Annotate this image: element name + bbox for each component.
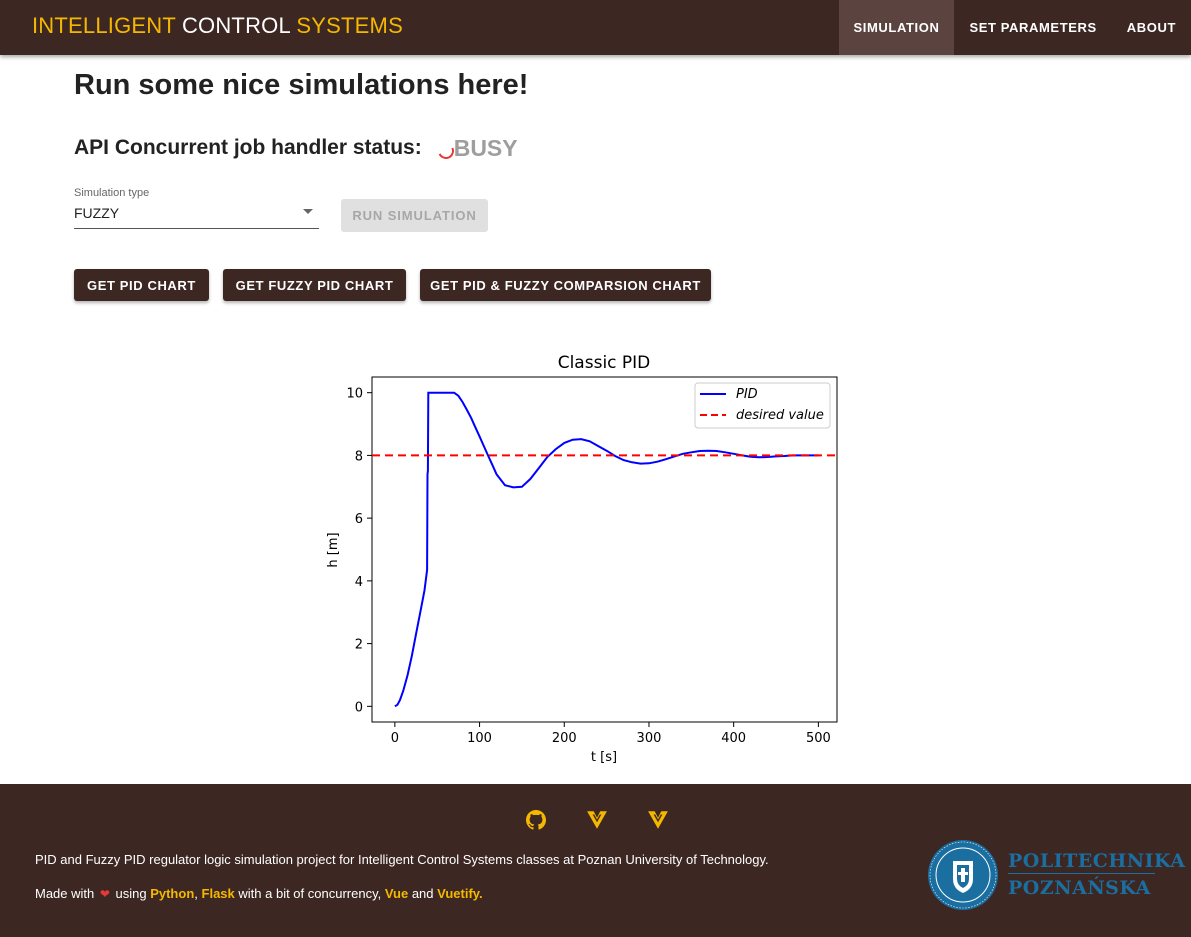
- get-pid-chart-button[interactable]: GET PID CHART: [74, 269, 209, 301]
- university-seal-icon: [928, 840, 998, 910]
- vuetify-icon[interactable]: [647, 810, 669, 830]
- api-status-row: API Concurrent job handler status: BUSY: [74, 133, 518, 163]
- nav-item-about[interactable]: ABOUT: [1126, 20, 1176, 35]
- comma-text: ,: [194, 886, 198, 901]
- x-tick-label: 100: [467, 731, 492, 746]
- get-comparison-chart-button[interactable]: GET PID & FUZZY COMPARSION CHART: [420, 269, 711, 301]
- dropdown-arrow-icon: [303, 209, 313, 214]
- brand-word-intelligent: INTELLIGENT: [32, 13, 176, 38]
- plot-area: [371, 376, 838, 723]
- footer-description: PID and Fuzzy PID regulator logic simula…: [35, 852, 769, 867]
- logo-divider: [1008, 873, 1155, 874]
- vue-link[interactable]: Vue: [384, 886, 409, 901]
- api-status-value: BUSY: [453, 134, 518, 161]
- main-content: Run some nice simulations here! API Conc…: [0, 55, 1191, 784]
- nav-item-simulation[interactable]: SIMULATION: [838, 0, 955, 55]
- y-axis-label: h [m]: [326, 532, 341, 567]
- run-simulation-button[interactable]: RUN SIMULATION: [341, 199, 488, 232]
- legend-desired-label: desired value: [736, 408, 824, 423]
- y-tick-label: 6: [355, 512, 363, 527]
- x-tick-label: 500: [806, 731, 831, 746]
- and-text: and: [411, 886, 434, 901]
- y-tick-label: 0: [355, 700, 363, 715]
- y-tick-label: 8: [355, 449, 363, 464]
- pid-chart: Classic PID 0 100 200 300 400 500 0 2 4 6 8 10 t [s…: [310, 343, 870, 773]
- x-axis-label: t [s]: [591, 750, 617, 765]
- api-status-label: API Concurrent job handler status:: [74, 136, 422, 159]
- legend-pid-label: PID: [736, 387, 758, 402]
- heart-icon: ❤: [99, 887, 110, 901]
- made-with-text: Made with: [35, 886, 95, 901]
- series-lines: [372, 391, 837, 708]
- nav-item-set-parameters[interactable]: SET PARAMETERS: [969, 20, 1097, 35]
- get-fuzzy-pid-chart-button[interactable]: GET FUZZY PID CHART: [223, 269, 406, 301]
- brand-word-systems: SYSTEMS: [296, 13, 403, 38]
- y-tick-label: 2: [355, 638, 363, 653]
- footer-made-with: Made with ❤ using Python, Flask with a b…: [35, 886, 483, 901]
- app-title[interactable]: INTELLIGENT CONTROL SYSTEMS: [32, 13, 403, 39]
- page-title: Run some nice simulations here!: [74, 69, 529, 101]
- footer: PID and Fuzzy PID regulator logic simula…: [0, 784, 1191, 937]
- simulation-type-label: Simulation type: [74, 187, 150, 199]
- github-icon[interactable]: [525, 810, 547, 830]
- axis-ticks: 0 100 200 300 400 500 0 2 4 6 8 10: [346, 387, 830, 746]
- chart-svg: Classic PID 0 100 200 300 400 500 0 2 4 6 8 10 t [s…: [326, 353, 838, 765]
- python-link[interactable]: Python: [150, 886, 195, 901]
- logo-text-line2: POZNAŃSKA: [1008, 877, 1151, 899]
- vuetify-icon[interactable]: [586, 810, 608, 830]
- x-tick-label: 300: [637, 731, 662, 746]
- nav-bar: SIMULATION SET PARAMETERS ABOUT: [838, 0, 1191, 55]
- app-bar: INTELLIGENT CONTROL SYSTEMS SIMULATION S…: [0, 0, 1191, 55]
- x-tick-label: 0: [391, 731, 399, 746]
- simulation-type-value: FUZZY: [74, 205, 120, 221]
- y-tick-label: 10: [346, 387, 363, 402]
- legend-box: [694, 382, 831, 429]
- x-tick-label: 200: [552, 731, 577, 746]
- x-tick-label: 400: [721, 731, 746, 746]
- series-line-pid: [394, 391, 819, 708]
- brand-word-control: CONTROL: [181, 13, 291, 38]
- chart-legend: PID desired value: [694, 382, 831, 429]
- chart-title: Classic PID: [558, 353, 651, 373]
- vuetify-link[interactable]: Vuetify.: [437, 886, 483, 901]
- simulation-type-select[interactable]: Simulation type FUZZY: [74, 187, 319, 229]
- flask-link[interactable]: Flask: [201, 886, 235, 901]
- concurrency-text: with a bit of concurrency,: [238, 886, 382, 901]
- y-tick-label: 4: [355, 575, 363, 590]
- logo-text-line1: POLITECHNIKA: [1008, 850, 1186, 872]
- using-text: using: [115, 886, 147, 901]
- university-logo[interactable]: POLITECHNIKA POZNAŃSKA: [927, 839, 1185, 911]
